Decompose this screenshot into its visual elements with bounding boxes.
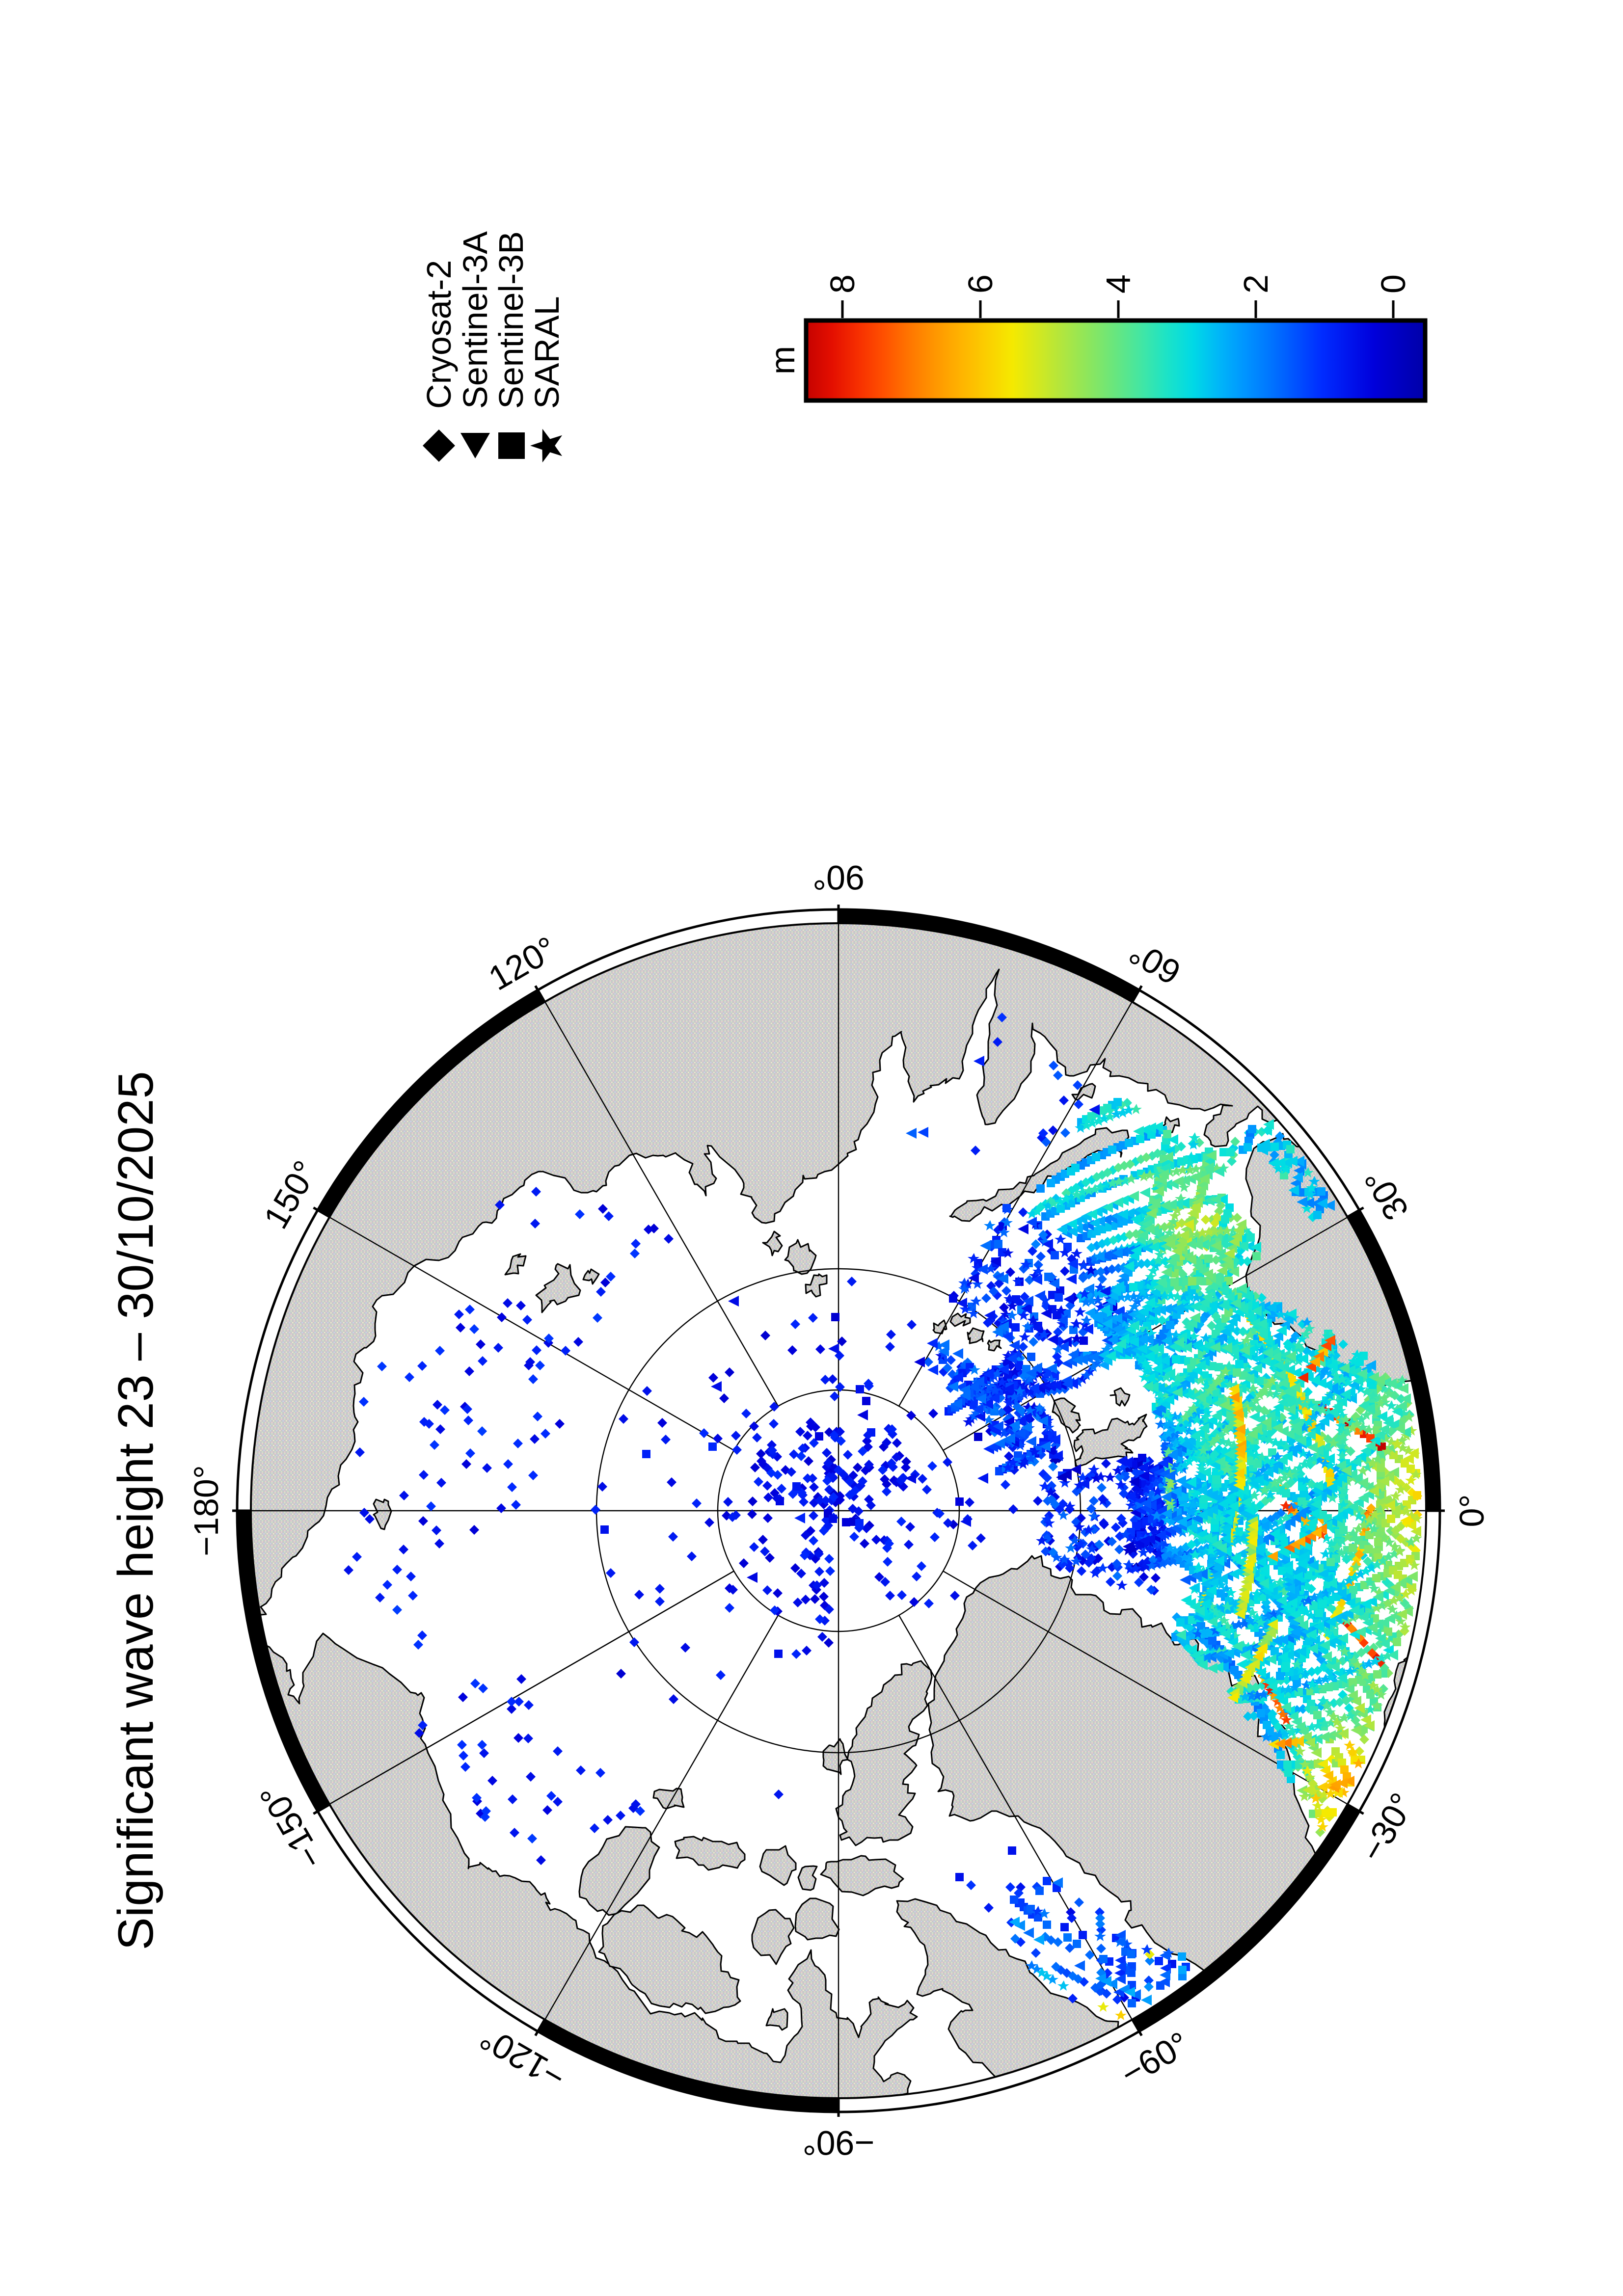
svg-text:Cryosat-2: Cryosat-2 <box>420 260 458 409</box>
svg-text:Sentinel-3A: Sentinel-3A <box>456 231 494 409</box>
svg-text:4: 4 <box>1099 274 1137 294</box>
svg-text:2: 2 <box>1237 274 1275 294</box>
svg-text:−90°: −90° <box>803 2124 875 2162</box>
svg-text:SARAL: SARAL <box>528 296 566 409</box>
svg-text:Sentinel-3B: Sentinel-3B <box>492 231 530 409</box>
svg-text:8: 8 <box>823 274 862 294</box>
svg-text:0°: 0° <box>1453 1495 1491 1527</box>
svg-text:Significant wave height 23 – 3: Significant wave height 23 – 30/10/2025 <box>108 1071 163 1950</box>
svg-text:6: 6 <box>961 274 1000 294</box>
svg-text:−180°: −180° <box>187 1465 225 1556</box>
svg-text:0: 0 <box>1374 274 1412 294</box>
svg-text:90°: 90° <box>812 858 865 897</box>
svg-text:m: m <box>763 346 802 374</box>
